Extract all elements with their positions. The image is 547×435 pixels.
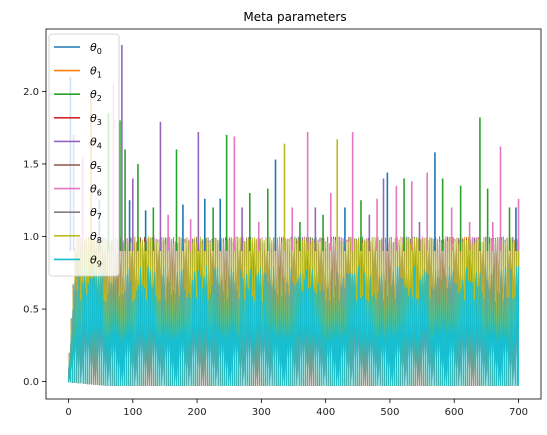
legend: θ0 θ1 θ2 θ3 θ4 θ5 θ6 θ7 θ8 θ9 [48, 33, 120, 277]
plot-area [68, 44, 520, 386]
y-axis: 0.0 0.5 1.0 1.5 2.0 [23, 87, 46, 388]
legend-label-9: θ9 [90, 253, 102, 268]
x-tick-label: 500 [380, 407, 399, 418]
x-tick-label: 0 [65, 407, 71, 418]
legend-label-8: θ8 [90, 230, 102, 245]
legend-label-7: θ7 [90, 206, 102, 221]
y-tick-label: 2.0 [23, 87, 39, 98]
x-tick-label: 700 [509, 407, 528, 418]
series-line-9 [68, 265, 520, 386]
chart-title: Meta parameters [243, 10, 346, 24]
y-tick-label: 1.5 [23, 159, 39, 170]
y-tick-label: 1.0 [23, 232, 39, 243]
x-tick-label: 400 [316, 407, 335, 418]
y-tick-label: 0.0 [23, 377, 39, 388]
plot-frame [45, 28, 542, 400]
legend-label-2: θ2 [90, 88, 102, 103]
x-tick-label: 200 [188, 407, 207, 418]
legend-label-6: θ6 [90, 183, 102, 198]
legend-label-0: θ0 [90, 41, 102, 56]
x-tick-label: 100 [123, 407, 142, 418]
legend-label-1: θ1 [90, 65, 102, 80]
x-tick-label: 300 [252, 407, 271, 418]
x-tick-label: 600 [445, 407, 464, 418]
legend-label-3: θ3 [90, 112, 102, 127]
legend-label-4: θ4 [90, 135, 102, 150]
legend-label-5: θ5 [90, 159, 102, 174]
x-axis: 0 100 200 300 400 500 600 700 [65, 399, 528, 418]
y-tick-label: 0.5 [23, 305, 39, 316]
